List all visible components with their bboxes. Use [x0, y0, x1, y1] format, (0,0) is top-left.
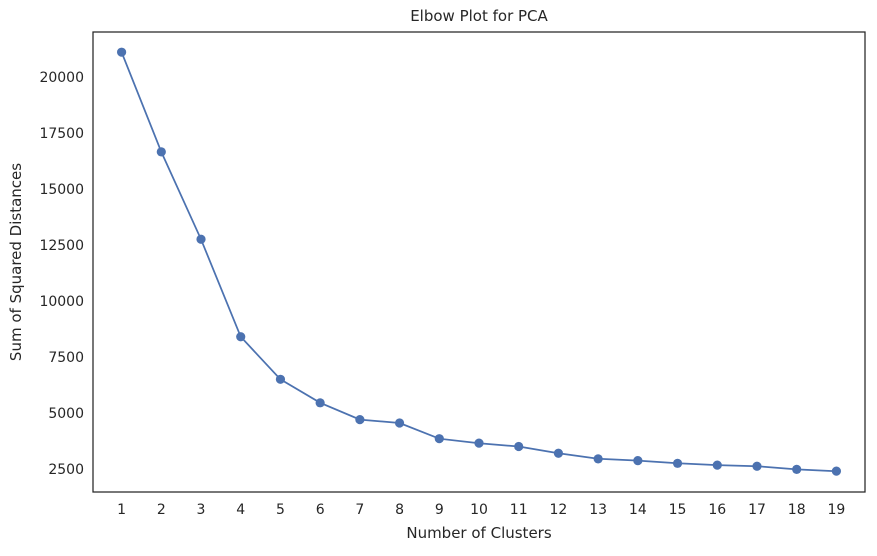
- data-point: [236, 332, 246, 342]
- y-tick-label: 2500: [48, 462, 84, 478]
- data-point: [633, 456, 643, 466]
- data-point: [315, 398, 325, 408]
- x-tick-label: 13: [589, 502, 607, 518]
- x-tick-label: 4: [236, 502, 245, 518]
- data-point: [355, 415, 365, 425]
- plot-frame: [92, 31, 866, 493]
- data-point: [394, 418, 405, 428]
- data-point: [474, 438, 484, 448]
- x-tick-label: 19: [827, 502, 845, 518]
- x-tick-label: 5: [276, 502, 285, 518]
- data-point: [831, 466, 842, 476]
- data-point: [156, 147, 166, 157]
- x-tick-label: 9: [435, 502, 444, 518]
- x-tick-label: 1: [117, 502, 126, 518]
- series-points: [116, 47, 842, 476]
- data-point: [593, 454, 603, 464]
- x-tick-label: 11: [510, 502, 528, 518]
- y-axis-title: Sum of Squared Distances: [7, 163, 25, 361]
- data-point: [514, 441, 524, 452]
- data-point: [752, 461, 762, 471]
- x-tick-label: 14: [629, 502, 647, 518]
- data-point: [196, 234, 206, 244]
- data-point: [275, 374, 286, 384]
- y-tick-label: 17500: [39, 126, 84, 142]
- data-point: [434, 434, 444, 444]
- chart-title: Elbow Plot for PCA: [410, 7, 548, 25]
- data-point: [672, 458, 683, 468]
- x-tick-label: 10: [470, 502, 488, 518]
- x-tick-label: 12: [550, 502, 568, 518]
- y-tick-label: 15000: [39, 182, 84, 198]
- data-point: [792, 464, 802, 474]
- x-tick-label: 17: [748, 502, 766, 518]
- x-tick-label: 3: [197, 502, 206, 518]
- x-tick-label: 6: [316, 502, 325, 518]
- series-line: [120, 51, 837, 473]
- x-axis-title: Number of Clusters: [406, 524, 551, 542]
- x-axis-ticks: 1 2 3 4 5 6 7 8 9 10 11 12 13 14 15 16 17 18 19: [117, 502, 845, 518]
- x-tick-label: 8: [395, 502, 404, 518]
- y-axis-ticks: 2500 5000 7500 10000 12500 15000 17500 20000: [39, 70, 84, 478]
- x-tick-label: 18: [788, 502, 806, 518]
- y-tick-label: 20000: [39, 70, 84, 86]
- x-tick-label: 15: [669, 502, 687, 518]
- y-tick-label: 10000: [39, 294, 84, 310]
- y-tick-label: 12500: [39, 238, 84, 254]
- y-tick-label: 7500: [48, 350, 84, 366]
- x-tick-label: 2: [157, 502, 166, 518]
- y-tick-label: 5000: [48, 406, 84, 422]
- x-tick-label: 7: [355, 502, 364, 518]
- data-point: [712, 460, 722, 470]
- x-tick-label: 16: [708, 502, 726, 518]
- data-point: [553, 448, 564, 458]
- data-point: [116, 47, 127, 57]
